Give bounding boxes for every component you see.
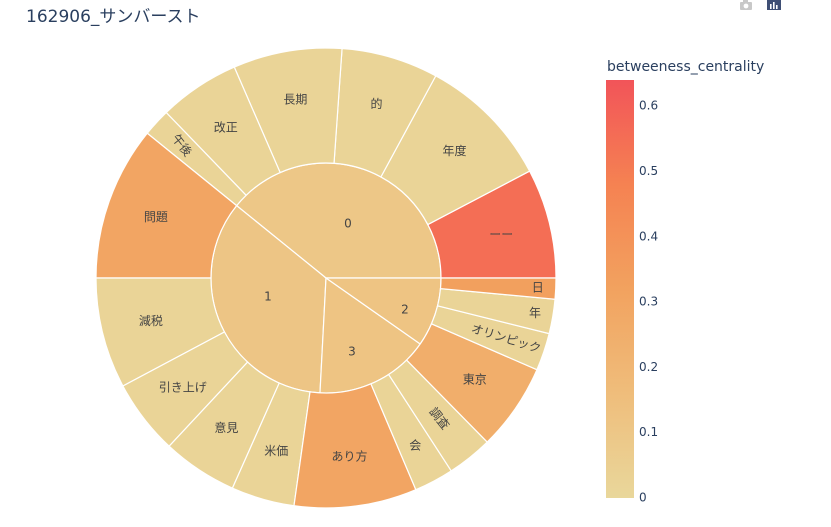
colorbar-title: betweeness_centrality <box>607 59 765 75</box>
sunburst-label: 年 <box>529 306 541 320</box>
sunburst-inner-label: 2 <box>401 303 409 317</box>
sunburst-inner-label: 1 <box>264 290 272 304</box>
colorbar-tick-label: 0.2 <box>639 360 658 374</box>
sunburst-segment[interactable] <box>380 75 531 226</box>
sunburst-label: 改正 <box>214 120 238 134</box>
sunburst-segment[interactable] <box>231 382 311 507</box>
sunburst-segment[interactable] <box>122 331 249 448</box>
sunburst-segment[interactable] <box>293 383 417 509</box>
sunburst-segment[interactable] <box>387 359 489 472</box>
sunburst-label: 東京 <box>463 373 487 387</box>
colorbar-tick-label: 0.4 <box>639 229 658 243</box>
sunburst-segment[interactable] <box>370 373 453 491</box>
sunburst-label: 的 <box>371 96 383 111</box>
sunburst-label: 減税 <box>139 313 163 328</box>
sunburst-segment[interactable] <box>168 361 281 489</box>
colorbar-tick-label: 0 <box>639 491 647 505</box>
sunburst-label: 長期 <box>283 93 307 107</box>
sunburst-label: 米価 <box>264 444 288 458</box>
sunburst-label: 意見 <box>214 420 238 435</box>
sunburst-segment[interactable] <box>95 132 238 279</box>
plotly-logo-icon[interactable] <box>767 0 781 10</box>
sunburst-label: 日 <box>532 280 544 294</box>
sunburst-label: 問題 <box>144 210 168 224</box>
colorbar-tick-label: 0.5 <box>639 164 658 178</box>
colorbar-tick-label: 0.3 <box>639 295 658 309</box>
sunburst-label: 年度 <box>443 143 467 158</box>
sunburst-label: 引き上げ <box>159 380 207 394</box>
sunburst-segment[interactable] <box>165 66 281 197</box>
camera-icon[interactable] <box>739 0 753 10</box>
sunburst-inner-label: 3 <box>348 345 356 359</box>
colorbar <box>606 80 634 498</box>
sunburst-segment[interactable] <box>405 323 538 443</box>
sunburst-segment[interactable] <box>146 111 247 207</box>
sunburst-segment[interactable] <box>430 305 550 371</box>
sunburst-label: あり方 <box>332 448 368 463</box>
colorbar-tick-label: 0.6 <box>639 99 658 113</box>
sunburst-segment[interactable] <box>439 277 557 300</box>
sunburst-segment[interactable] <box>436 287 556 335</box>
sunburst-label: 会 <box>409 438 421 452</box>
sunburst-inner-label: 0 <box>344 217 352 231</box>
sunburst-label: ーー <box>489 227 513 241</box>
colorbar-tick-label: 0.1 <box>639 425 658 439</box>
sunburst-segment[interactable] <box>95 277 226 387</box>
chart-title: 162906_サンバースト <box>26 7 201 27</box>
sunburst-segment[interactable] <box>333 47 437 178</box>
chart-toolbar <box>739 0 781 10</box>
sunburst-segment[interactable] <box>233 47 343 174</box>
